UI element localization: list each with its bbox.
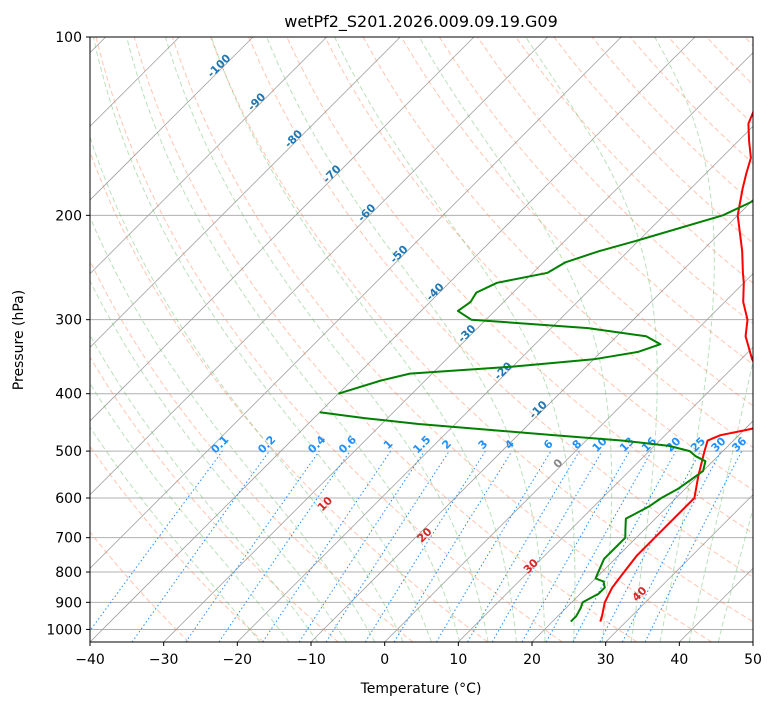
y-tick-label: 700 bbox=[55, 531, 82, 547]
isotherm-line bbox=[90, 37, 622, 569]
profile-lines bbox=[319, 110, 753, 623]
mixing-ratio-line bbox=[185, 450, 320, 642]
moist-adiabat bbox=[717, 506, 753, 642]
moist-adiabat bbox=[126, 37, 461, 642]
x-tick-label: 30 bbox=[597, 652, 615, 668]
isotherm-line bbox=[90, 37, 401, 348]
isotherm-line bbox=[531, 420, 753, 642]
mixing-ratio-line bbox=[90, 450, 223, 632]
temperature-profile bbox=[599, 110, 753, 622]
dry-adiabat bbox=[515, 37, 753, 284]
moist-adiabat bbox=[334, 37, 576, 642]
y-tick-label: 300 bbox=[55, 313, 82, 329]
isotherm-line bbox=[237, 125, 753, 642]
dry-adiabat bbox=[133, 37, 638, 642]
moist-adiabat bbox=[210, 37, 517, 642]
mixing-ratio-line bbox=[545, 450, 653, 642]
x-tick-label: 0 bbox=[380, 652, 389, 668]
x-tick-label: 40 bbox=[670, 652, 688, 668]
y-tick-label: 900 bbox=[55, 595, 82, 611]
moist-adiabat bbox=[90, 215, 376, 642]
dry-adiabat bbox=[248, 37, 753, 578]
x-tick-label: −20 bbox=[223, 652, 253, 668]
mixing-ratio-line bbox=[262, 450, 392, 642]
moist-adiabat bbox=[92, 37, 432, 642]
plot-frame bbox=[89, 36, 754, 643]
moist-adiabat bbox=[90, 334, 319, 642]
y-tick-label: 200 bbox=[55, 208, 82, 224]
chart-title: wetPf2_S201.2026.009.09.19.G09 bbox=[284, 12, 558, 32]
dry-adiabat bbox=[400, 37, 753, 407]
mixing-ratio-line bbox=[572, 450, 677, 642]
dry-adiabat bbox=[90, 445, 264, 642]
isotherm-line bbox=[90, 37, 475, 422]
dewpoint-profile bbox=[319, 411, 707, 623]
isotherm-line bbox=[458, 346, 753, 642]
y-tick-label: 800 bbox=[55, 565, 82, 581]
isotherm-line bbox=[90, 37, 327, 275]
dry-adiabat bbox=[438, 37, 753, 366]
isotherm-line bbox=[605, 494, 753, 642]
y-tick-label: 600 bbox=[55, 491, 82, 507]
x-tick-label: 20 bbox=[523, 652, 541, 668]
x-tick-label: 50 bbox=[744, 652, 762, 668]
moist-adiabat bbox=[90, 135, 404, 642]
isotherm-line bbox=[163, 52, 753, 642]
isotherm-line bbox=[90, 37, 696, 642]
y-tick-label: 500 bbox=[55, 444, 82, 460]
dry-adiabat bbox=[210, 37, 753, 623]
x-tick-label: −10 bbox=[296, 652, 326, 668]
mixing-ratio-line bbox=[644, 450, 743, 642]
background-lines bbox=[90, 37, 753, 642]
dry-adiabat bbox=[90, 259, 414, 642]
y-tick-label: 100 bbox=[55, 30, 82, 46]
x-axis-label: Temperature (°C) bbox=[360, 681, 482, 697]
moist-adiabat bbox=[525, 37, 658, 642]
x-tick-label: −30 bbox=[149, 652, 179, 668]
mixing-ratio-line bbox=[393, 450, 513, 642]
x-tick-label: −40 bbox=[75, 652, 105, 668]
moist-adiabat bbox=[164, 37, 489, 642]
moist-adiabat bbox=[90, 382, 290, 642]
mixing-ratio-line bbox=[218, 450, 351, 642]
moist-adiabat bbox=[688, 358, 753, 642]
dry-adiabat bbox=[90, 356, 339, 642]
isotherm-line bbox=[310, 199, 753, 642]
y-tick-label: 400 bbox=[55, 387, 82, 403]
y-axis-label: Pressure (hPa) bbox=[11, 290, 27, 390]
moist-adiabat bbox=[90, 426, 261, 642]
isotherm-line bbox=[90, 37, 254, 201]
x-axis-ticks: −40 −30 −20 −10 0 10 20 30 40 50 bbox=[75, 642, 762, 668]
isotherm-line bbox=[90, 37, 548, 496]
moist-adiabat bbox=[266, 37, 546, 642]
moist-adiabat bbox=[654, 37, 715, 642]
y-axis-ticks: 100 200 300 400 500 600 700 800 900 1000 bbox=[46, 30, 90, 638]
dry-adiabat bbox=[95, 37, 563, 642]
isotherm-line bbox=[384, 273, 753, 642]
mixing-ratio-line bbox=[325, 450, 450, 642]
mixing-ratio-line bbox=[298, 450, 425, 642]
dewpoint_upper-profile bbox=[338, 199, 753, 395]
y-tick-label: 1000 bbox=[46, 622, 82, 638]
dry-adiabat bbox=[90, 531, 190, 642]
mixing-ratio-line bbox=[131, 450, 270, 642]
dry-adiabat bbox=[171, 37, 712, 642]
mixing-ratio-line bbox=[521, 450, 630, 642]
dry-adiabat bbox=[90, 150, 488, 642]
x-tick-label: 10 bbox=[449, 652, 467, 668]
